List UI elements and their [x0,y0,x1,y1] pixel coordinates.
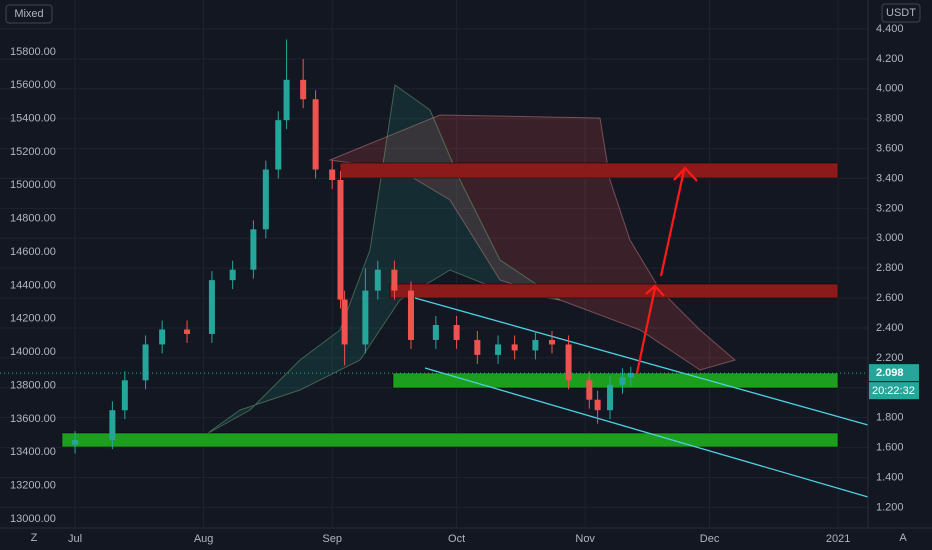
y2-tick-label: 2.400 [876,322,904,334]
candle-body [184,329,191,334]
candle-body [532,339,539,351]
badge: Mixed [14,8,43,20]
y2-tick-label: 3.600 [876,142,904,154]
y2-tick-label: 4.400 [876,23,904,35]
candle-body [283,79,290,121]
y2-tick-label: 3.400 [876,172,904,184]
top-layer: Jul Aug Sep Oct Nov Dec 2021 13000.00 13200.00 13… [10,23,919,545]
candle-body [495,344,502,355]
y-tick-label: 14000.00 [10,346,56,358]
candle-body [159,329,166,345]
candle-body [565,344,572,381]
trend-line [424,367,869,498]
countdown: 20:22:32 [872,385,915,397]
x-tick-label: Aug [194,533,214,545]
arrow [635,284,665,374]
candle-body [337,179,344,300]
resistance-zone [389,283,839,299]
x-tick-label: Oct [448,533,465,545]
candle-body [329,169,336,180]
trend-line [414,297,869,426]
candle-body [474,339,481,355]
candle-body [586,380,593,400]
y-tick-label: 14600.00 [10,246,56,258]
candle-body [548,339,555,345]
footer-right[interactable]: A [899,532,907,544]
cloud-green [204,84,561,436]
candle-body [121,380,128,411]
candle-body [453,324,460,340]
last-price-box [869,364,919,382]
y-tick-label: 14800.00 [10,213,56,225]
candle-body [607,384,614,411]
x-tick-label: Nov [575,533,595,545]
currency-box [881,3,921,23]
candle-body [627,373,634,378]
candle-body [407,290,414,340]
y2-tick-label: 2.800 [876,262,904,274]
candle-body [109,410,116,441]
resistance-zone [339,162,839,179]
candle-body [391,269,398,291]
y2-tick-label: 1.600 [876,441,904,453]
y-tick-label: 15600.00 [10,79,56,91]
candle-body [432,324,439,340]
right-axis-bg [868,0,932,550]
candle-body [208,280,215,334]
footer-left[interactable]: Z [31,532,38,544]
y-tick-label: 14400.00 [10,279,56,291]
x-tick-label: 2021 [826,533,850,545]
arrow [659,166,698,277]
y2-tick-label: 3.200 [876,202,904,214]
y2-tick-label: 3.000 [876,232,904,244]
y-tick-label: 15200.00 [10,146,56,158]
last-price-label: 2.098 [876,367,904,379]
candle-body [362,290,369,345]
candle-body [262,169,269,230]
candle-body [341,299,348,345]
y-tick-label: 13200.00 [10,480,56,492]
candle-body [312,99,319,170]
x-tick-label: Jul [68,533,82,545]
candle-body [275,120,282,170]
candle-body [374,269,381,291]
y-tick-label: 15000.00 [10,179,56,191]
y-tick-label: 13600.00 [10,413,56,425]
candle-body [142,344,149,381]
y-tick-label: 13000.00 [10,513,56,525]
candle-body [511,344,518,351]
candle-body [229,269,236,281]
y-tick-label: 15400.00 [10,113,56,125]
candle-body [250,229,257,270]
y2-tick-label: 2.600 [876,292,904,304]
y2-tick-label: 1.800 [876,412,904,424]
y-tick-label: 13800.00 [10,379,56,391]
x-tick-label: Dec [700,533,720,545]
candle-body [72,440,79,445]
candle-body [619,377,626,385]
y2-tick-label: 4.000 [876,83,904,95]
x-tick-label: Sep [322,533,342,545]
y2-tick-label: 4.200 [876,53,904,65]
y2-tick-label: 2.200 [876,352,904,364]
marks-layer [0,39,868,454]
y2-tick-label: 1.400 [876,471,904,483]
badge-box [5,4,53,24]
y2-tick-label: 3.800 [876,113,904,125]
y-tick-label: 13400.00 [10,446,56,458]
y-tick-label: 15800.00 [10,46,56,58]
currency[interactable]: USDT [886,7,916,19]
y2-tick-label: 1.200 [876,501,904,513]
countdown-box [869,382,919,400]
cloud-red [328,114,737,371]
support-zone [392,372,839,389]
candle-body [594,399,601,411]
y-tick-label: 14200.00 [10,313,56,325]
candle-body [300,79,307,100]
support-zone [61,432,839,448]
